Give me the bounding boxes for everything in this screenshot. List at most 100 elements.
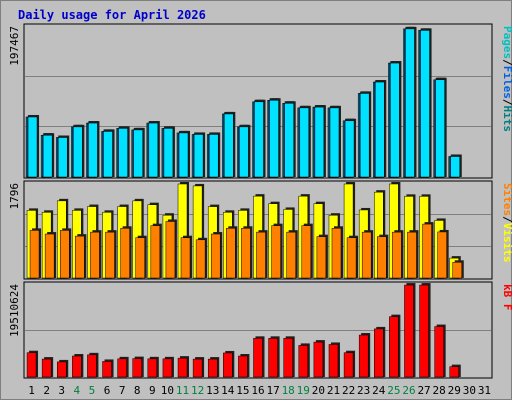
x-tick-label-29: 29 [448,384,461,397]
bar-pages-day-7 [118,128,128,178]
legend-entry: Pages [501,26,512,59]
bar-sites-day-10 [165,221,176,279]
x-tick-label-25: 25 [387,384,400,397]
x-tick-label-30: 30 [463,384,476,397]
legend-entry: / [501,216,512,223]
bar-sites-day-17 [271,225,281,279]
x-tick-labels: 1 2 3 4 5 6 7 8 9 10 11 12 13 14 15 16 17 18 19 20 21 22 23 24 2… [28,384,491,397]
bar-kb-f-day-10 [162,358,173,378]
x-tick-label-23: 23 [357,384,370,397]
bar-kb-f-day-18 [283,338,293,378]
bar-sites-day-27 [422,223,432,279]
x-tick-label-17: 17 [266,384,279,397]
x-tick-label-3: 3 [58,384,65,397]
bar-pages-day-23 [359,93,370,178]
panel-legend: Sites/Visits [501,183,512,263]
bar-sites-day-25 [392,231,402,279]
bar-pages-day-1 [27,116,38,178]
bar-sites-day-26 [407,231,417,279]
x-tick-label-14: 14 [221,384,235,397]
bar-kb-f-day-3 [56,361,67,378]
bar-sites-day-23 [361,231,372,279]
y-max-label: 1796 [8,183,21,210]
bar-pages-day-20 [314,106,325,178]
x-tick-label-2: 2 [43,384,50,397]
x-tick-label-18: 18 [282,384,295,397]
bar-kb-f-day-22 [343,352,354,378]
legend-entry: kB F [501,284,512,311]
bar-pages-day-19 [299,107,310,178]
bar-kb-f-day-8 [132,358,142,378]
bar-kb-f-day-29 [449,366,460,378]
x-tick-label-15: 15 [236,384,249,397]
bar-sites-day-6 [105,231,115,279]
bar-kb-f-day-25 [389,316,399,378]
bar-kb-f-day-7 [117,358,127,378]
bar-kb-f-day-24 [374,328,384,378]
bar-sites-day-1 [29,230,40,279]
x-tick-label-16: 16 [251,384,264,397]
legend-entry: / [501,99,512,106]
y-max-labels: 197467 1796 19510624 [8,26,21,337]
bar-sites-day-4 [75,235,85,279]
panel-legend: Pages/Files/Hits [501,26,512,132]
bar-kb-f-day-2 [41,358,52,378]
y-max-label: 197467 [8,26,21,66]
x-tick-label-5: 5 [89,384,96,397]
chart-title: Daily usage for April 2026 [18,8,206,22]
bar-sites-day-22 [346,237,357,279]
bar-pages-day-15 [239,126,249,178]
bar-pages-day-14 [224,113,234,178]
bar-pages-day-10 [163,128,174,178]
bar-pages-day-8 [133,129,143,178]
bar-kb-f-day-27 [419,284,429,378]
bar-pages-day-3 [57,137,68,178]
panel-legend: kB F [501,284,512,311]
bar-sites-day-11 [180,237,191,279]
legend-entry: Hits [501,106,512,133]
bar-pages-day-2 [42,134,53,178]
bar-kb-f-day-16 [253,338,263,378]
bar-sites-day-12 [195,239,206,279]
x-tick-label-9: 9 [149,384,156,397]
bar-pages-day-26 [405,28,415,178]
bar-pages-day-4 [73,126,83,178]
bar-kb-f-day-11 [177,357,188,378]
bar-kb-f-day-13 [207,358,218,378]
bar-pages-day-27 [420,30,430,178]
x-tick-label-19: 19 [297,384,310,397]
x-tick-label-31: 31 [478,384,491,397]
bar-kb-f-day-9 [147,358,158,378]
bar-sites-day-14 [226,228,236,279]
bar-sites-day-5 [90,231,100,279]
legend-entry: Sites [501,183,512,216]
bar-pages-day-16 [254,101,264,178]
bar-kb-f-day-23 [358,334,369,378]
bar-kb-f-day-14 [223,352,233,378]
bar-kb-f-day-17 [268,338,278,378]
y-max-label: 19510624 [8,284,21,337]
bar-pages-day-22 [344,120,355,178]
x-tick-label-20: 20 [312,384,325,397]
bar-sites-day-15 [241,228,251,279]
x-tick-label-26: 26 [402,384,415,397]
bar-pages-day-29 [450,156,461,178]
x-tick-label-6: 6 [104,384,111,397]
x-tick-label-22: 22 [342,384,355,397]
bar-kb-f-day-15 [238,355,248,378]
bar-pages-day-28 [435,79,445,178]
bar-kb-f-day-5 [87,354,97,378]
x-tick-label-7: 7 [119,384,126,397]
x-tick-label-8: 8 [134,384,141,397]
x-tick-label-28: 28 [433,384,446,397]
x-tick-label-13: 13 [206,384,219,397]
bar-kb-f-day-1 [26,352,37,378]
x-tick-label-1: 1 [28,384,35,397]
bar-sites-day-28 [437,231,447,279]
bar-pages-day-13 [208,134,219,178]
bar-kb-f-day-28 [434,326,444,378]
bar-pages-day-25 [390,62,400,178]
